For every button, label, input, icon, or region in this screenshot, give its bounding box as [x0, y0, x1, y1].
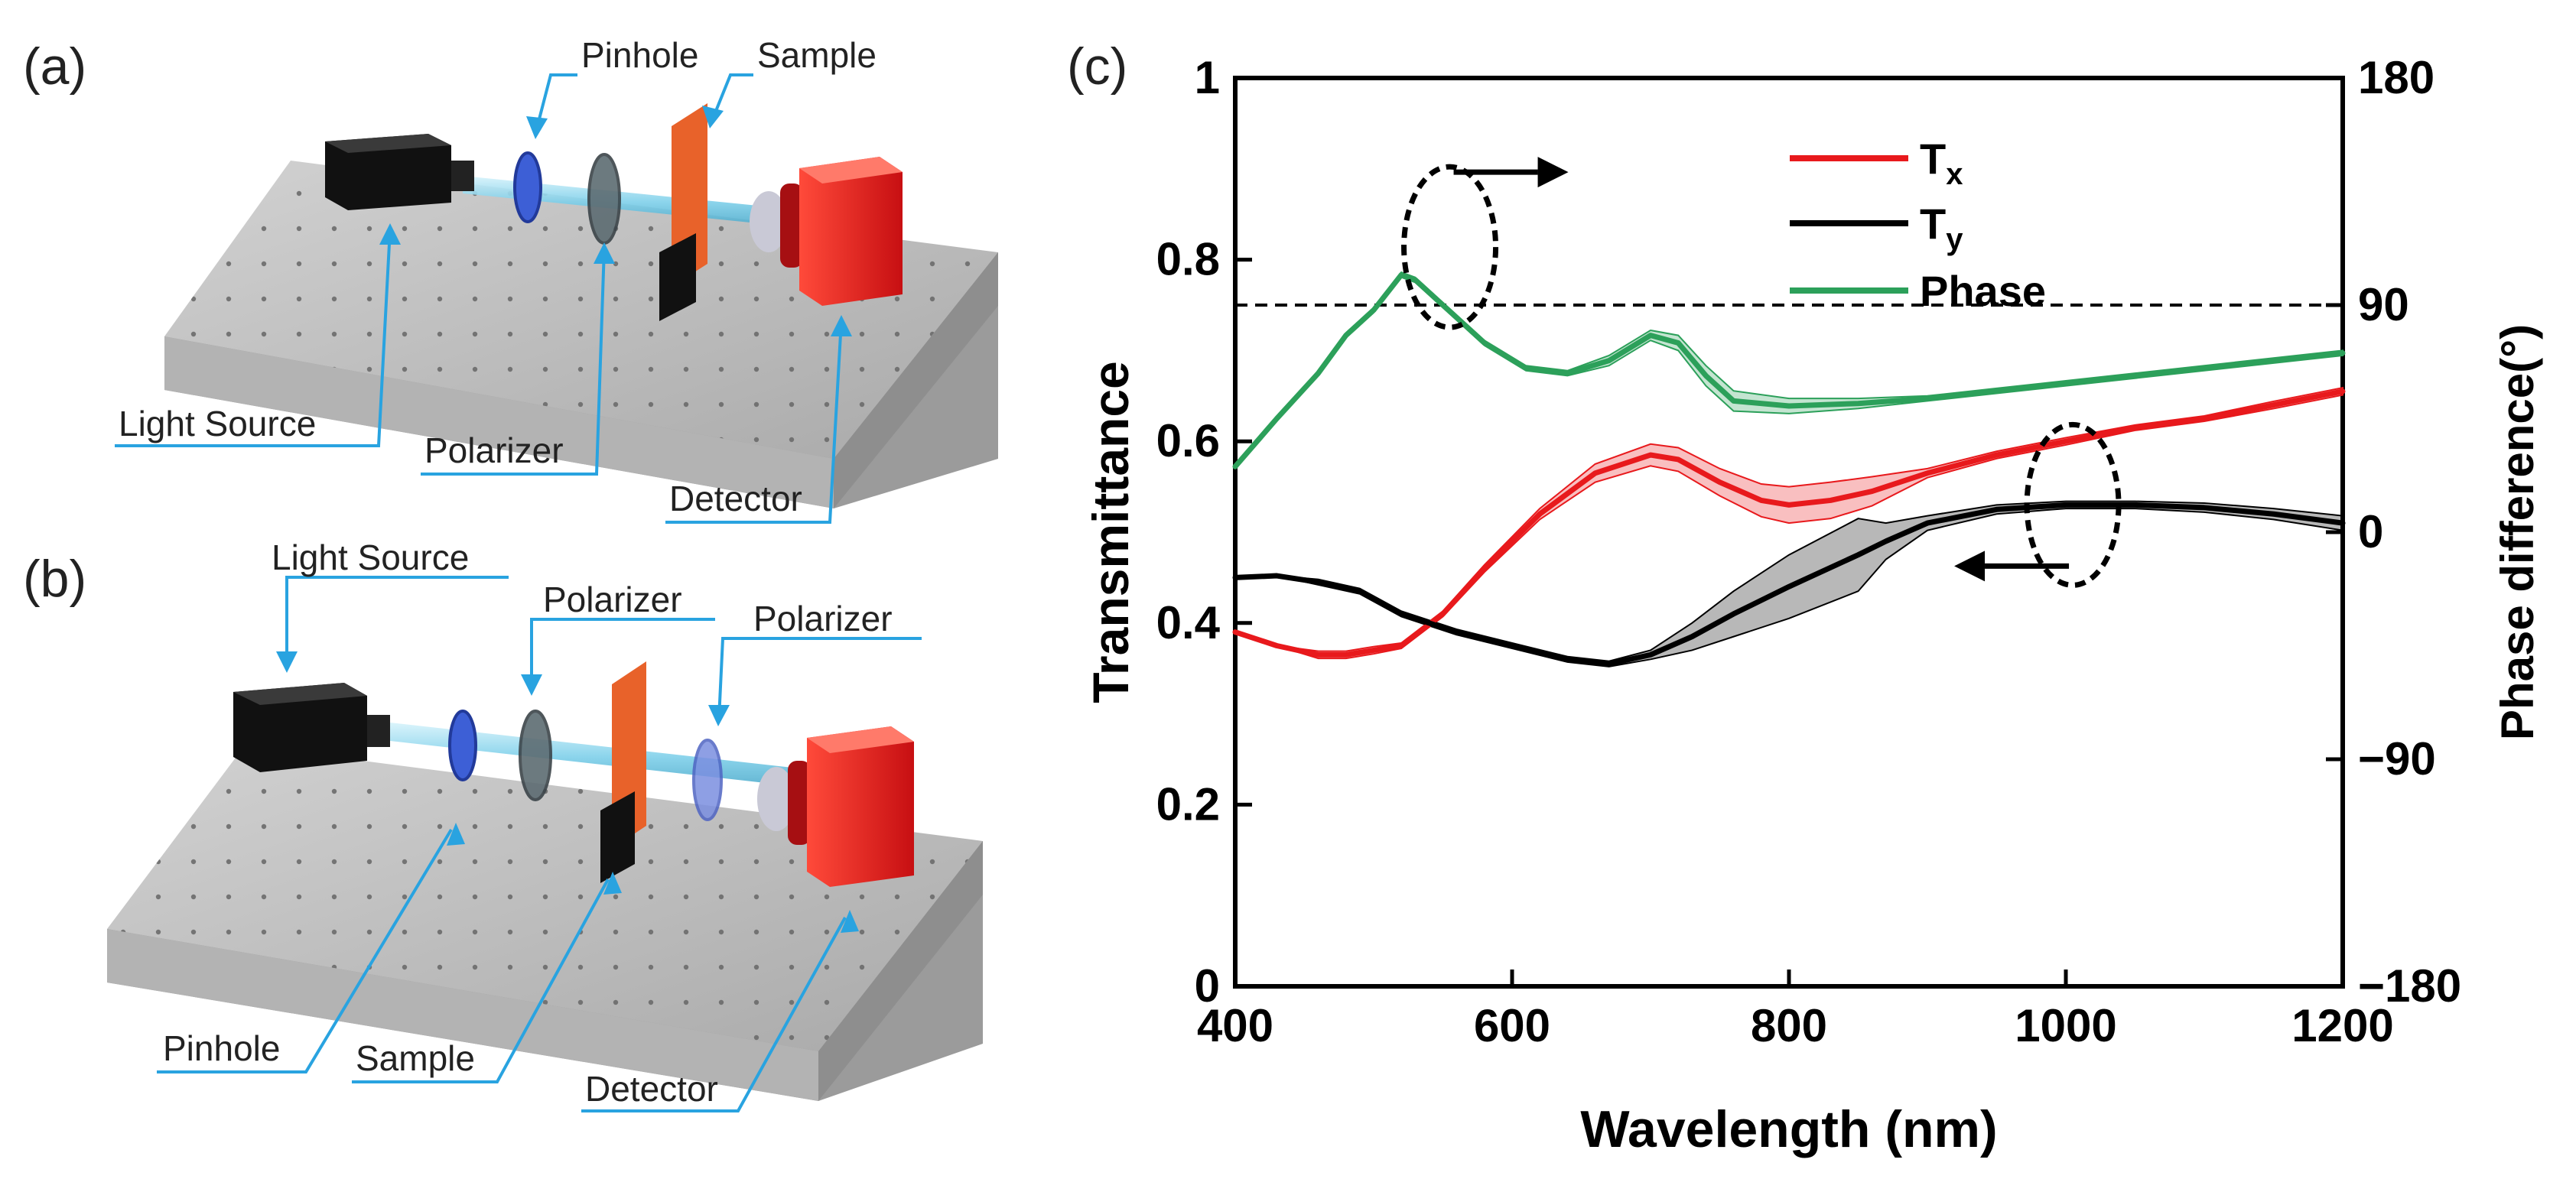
y2-tick-label: −180	[2358, 960, 2461, 1012]
line-phase	[1232, 271, 2346, 469]
uncertainty-bands	[1234, 271, 2343, 667]
callout-detector-b: Detector	[585, 1069, 718, 1109]
legend-label-ty: Ty	[1920, 200, 1963, 256]
y-tick-label: 0.2	[1156, 778, 1220, 830]
sample-a	[659, 103, 707, 321]
pinhole-b	[448, 710, 477, 781]
axis-annotations	[1401, 157, 2122, 588]
light-source-a	[325, 134, 474, 210]
panel-b: (b)	[23, 538, 983, 1112]
y-tick-label: 0.4	[1156, 597, 1221, 648]
polarizer-b-2	[692, 739, 723, 821]
legend-ty-sub: y	[1946, 222, 1963, 256]
callout-pinhole-a: Pinhole	[581, 35, 698, 75]
x-tick-label: 1000	[2015, 1000, 2116, 1051]
pinhole-a	[513, 151, 542, 223]
callout-polarizer-b-1: Polarizer	[543, 580, 682, 619]
panel-a-label: (a)	[23, 37, 86, 96]
callout-arrows-b	[276, 651, 859, 933]
y-axis-ticks: 0 0.2 0.4 0.6 0.8 1	[1156, 52, 1252, 1012]
y2-tick-label: 0	[2358, 506, 2383, 557]
series-lines	[1232, 271, 2346, 667]
annotation-ellipse	[1401, 164, 1499, 330]
callout-sample-a: Sample	[757, 35, 877, 75]
y-tick-label: 0.8	[1156, 234, 1220, 285]
line-ty	[1232, 502, 2346, 667]
y2-axis-ticks: −180 −90 0 90 180	[2326, 52, 2461, 1012]
panel-c: (c) 400 600 800 1000 1200 0 0.2 0.4 0.6 0.8 1 −18…	[1067, 37, 2543, 1158]
detector-b	[757, 726, 914, 887]
callout-light-source-b: Light Source	[272, 538, 469, 577]
callout-polarizer-a: Polarizer	[424, 430, 564, 470]
legend-label-tx: Tx	[1920, 135, 1963, 191]
callouts-b	[157, 576, 922, 1112]
x-tick-label: 600	[1474, 1000, 1550, 1051]
callout-light-source-a: Light Source	[119, 404, 316, 443]
y-tick-label: 1	[1195, 52, 1220, 103]
annotation-arrow-head	[1954, 551, 1986, 582]
x-tick-label: 1200	[2291, 1000, 2393, 1051]
y2-axis-label: Phase difference(°)	[2492, 324, 2543, 740]
x-tick-label: 400	[1197, 1000, 1273, 1051]
callout-detector-a: Detector	[669, 479, 802, 518]
detector-a	[750, 157, 903, 306]
y2-tick-label: 90	[2358, 279, 2409, 330]
x-tick-label: 800	[1751, 1000, 1827, 1051]
line-tx	[1232, 388, 2346, 658]
y-tick-label: 0	[1195, 960, 1220, 1012]
y-tick-label: 0.6	[1156, 415, 1220, 466]
annotation-arrow-head	[1537, 157, 1569, 188]
plot-frame	[1233, 76, 2345, 989]
y-axis-label: Transmittance	[1082, 361, 1139, 703]
legend-label-phase: Phase	[1920, 267, 2046, 315]
optical-bench-b	[107, 745, 983, 1101]
x-axis-label: Wavelength (nm)	[1580, 1100, 1997, 1158]
legend-ty-main: T	[1920, 200, 1946, 248]
annotation-ellipse	[2024, 421, 2122, 588]
callout-polarizer-b-2: Polarizer	[753, 599, 893, 638]
callout-pinhole-b: Pinhole	[163, 1028, 280, 1068]
panel-c-label: (c)	[1067, 37, 1127, 96]
panel-a: (a)	[23, 35, 998, 524]
legend-tx-sub: x	[1946, 158, 1963, 191]
polarizer-b-1	[519, 710, 552, 801]
sample-b	[600, 661, 646, 883]
callout-arrows-a	[379, 106, 852, 336]
legend: Tx Ty Phase	[1790, 135, 2046, 315]
light-source-b	[233, 683, 390, 772]
panel-b-label: (b)	[23, 550, 86, 608]
y2-tick-label: −90	[2358, 733, 2436, 784]
x-axis-ticks: 400 600 800 1000 1200	[1197, 970, 2394, 1051]
polarizer-a	[587, 153, 621, 245]
callouts-a	[115, 73, 843, 524]
y2-tick-label: 180	[2358, 52, 2435, 103]
callout-sample-b: Sample	[356, 1038, 475, 1078]
legend-tx-main: T	[1920, 135, 1946, 183]
light-beam-a	[463, 176, 803, 228]
